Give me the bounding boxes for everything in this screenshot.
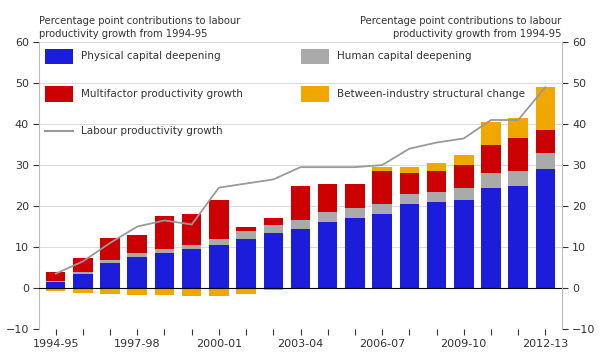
Bar — [345, 184, 365, 208]
Bar — [535, 153, 555, 169]
Bar — [182, 288, 201, 296]
FancyBboxPatch shape — [300, 49, 329, 64]
Bar — [372, 171, 392, 204]
Bar — [100, 237, 120, 260]
Bar — [127, 253, 147, 257]
Bar — [127, 235, 147, 253]
Bar — [154, 249, 174, 253]
Text: Human capital deepening: Human capital deepening — [337, 51, 472, 61]
Bar — [100, 288, 120, 294]
Bar — [236, 226, 256, 231]
Bar — [291, 229, 310, 288]
Bar — [481, 122, 501, 144]
Bar — [236, 288, 256, 294]
Bar — [263, 218, 283, 224]
Bar — [127, 257, 147, 288]
Bar — [345, 208, 365, 218]
Bar — [46, 281, 66, 282]
FancyBboxPatch shape — [44, 49, 73, 64]
Bar — [345, 218, 365, 288]
Bar — [400, 167, 419, 173]
Bar — [291, 186, 310, 220]
Bar — [372, 167, 392, 171]
Bar — [46, 282, 66, 288]
Bar — [73, 274, 93, 288]
Bar — [154, 216, 174, 249]
Bar — [263, 233, 283, 288]
Bar — [209, 200, 229, 239]
Bar — [535, 130, 555, 153]
Text: Between-industry structural change: Between-industry structural change — [337, 89, 525, 99]
Bar — [481, 173, 501, 188]
Bar — [209, 245, 229, 288]
Bar — [236, 239, 256, 288]
Bar — [127, 288, 147, 295]
Bar — [372, 204, 392, 214]
Text: Percentage point contributions to labour
productivity growth from 1994-95: Percentage point contributions to labour… — [360, 16, 562, 39]
Bar — [154, 288, 174, 295]
Bar — [182, 249, 201, 288]
Text: Multifactor productivity growth: Multifactor productivity growth — [81, 89, 243, 99]
Text: Labour productivity growth: Labour productivity growth — [81, 126, 223, 136]
Bar — [400, 173, 419, 194]
Bar — [508, 118, 528, 138]
Bar — [427, 202, 447, 288]
Bar — [535, 87, 555, 130]
Bar — [182, 245, 201, 249]
Bar — [154, 253, 174, 288]
Bar — [318, 184, 338, 212]
Bar — [46, 288, 66, 291]
Bar — [481, 188, 501, 288]
Text: Physical capital deepening: Physical capital deepening — [81, 51, 221, 61]
Bar — [427, 171, 447, 192]
Bar — [263, 288, 283, 290]
Bar — [46, 273, 66, 281]
Bar — [400, 204, 419, 288]
FancyBboxPatch shape — [44, 86, 73, 102]
Bar — [236, 231, 256, 239]
Bar — [209, 288, 229, 296]
FancyBboxPatch shape — [300, 86, 329, 102]
Bar — [100, 260, 120, 263]
Bar — [263, 224, 283, 233]
Bar — [427, 192, 447, 202]
Bar — [508, 171, 528, 186]
Bar — [372, 214, 392, 288]
Bar — [454, 155, 474, 165]
Bar — [454, 165, 474, 188]
Bar — [318, 223, 338, 288]
Bar — [209, 239, 229, 245]
Bar — [508, 138, 528, 171]
Bar — [182, 214, 201, 245]
Bar — [318, 212, 338, 223]
Bar — [73, 288, 93, 293]
Bar — [481, 144, 501, 173]
Bar — [73, 258, 93, 273]
Bar — [400, 194, 419, 204]
Bar — [508, 186, 528, 288]
Bar — [454, 188, 474, 200]
Bar — [535, 169, 555, 288]
Text: Percentage point contributions to labour
productivity growth from 1994-95: Percentage point contributions to labour… — [39, 16, 241, 39]
Bar — [100, 263, 120, 288]
Bar — [73, 273, 93, 274]
Bar — [291, 220, 310, 229]
Bar — [454, 200, 474, 288]
Bar — [427, 163, 447, 171]
